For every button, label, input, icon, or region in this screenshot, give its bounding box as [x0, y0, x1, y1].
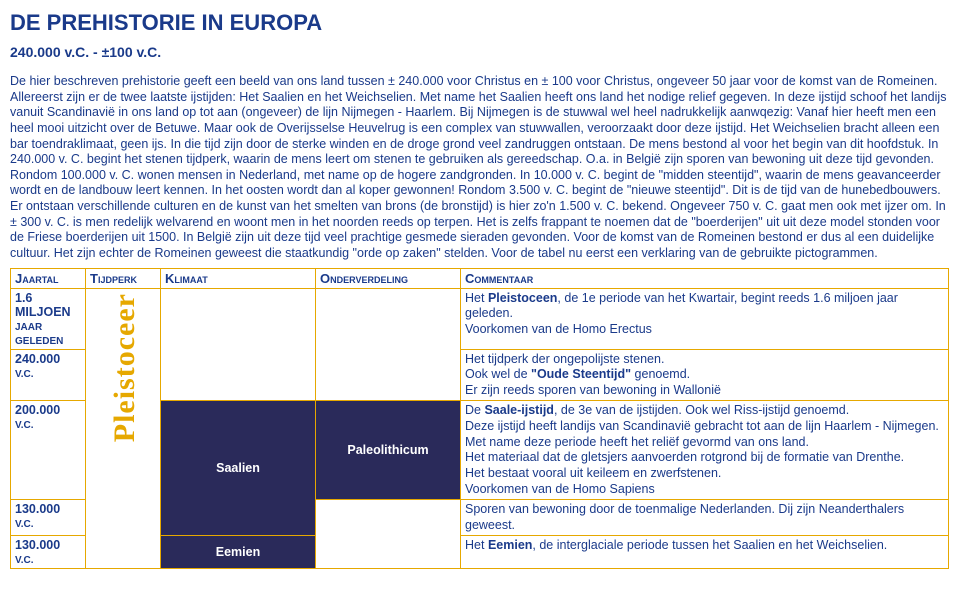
timeline-table: Jaartal Tijdperk Klimaat Onderverdeling … [10, 268, 949, 570]
comm-cell: Het Eemien, de interglaciale periode tus… [461, 536, 949, 569]
comm-cell: Sporen van bewoning door de toenmalige N… [461, 500, 949, 536]
comm-cell: Het tijdperk der ongepolijste stenen.Ook… [461, 349, 949, 401]
jaartal-cell: 130.000 V.C. [11, 536, 86, 569]
jaartal-cell: 200.000 V.C. [11, 401, 86, 500]
comm-cell: Het Pleistoceen, de 1e periode van het K… [461, 288, 949, 349]
klimaat-empty [161, 288, 316, 401]
th-onderverdeling: Onderverdeling [316, 268, 461, 288]
th-tijdperk: Tijdperk [86, 268, 161, 288]
jaartal-cell: 1.6 MILJOEN JAAR GELEDEN [11, 288, 86, 349]
klimaat-eemien: Eemien [161, 536, 316, 569]
tijdperk-cell: Pleistoceer [86, 288, 161, 569]
th-klimaat: Klimaat [161, 268, 316, 288]
th-jaartal: Jaartal [11, 268, 86, 288]
comm-cell: De Saale-ijstijd, de 3e van de ijstijden… [461, 401, 949, 500]
page-title: DE PREHISTORIE IN EUROPA [10, 10, 949, 36]
klimaat-saalien: Saalien [161, 401, 316, 536]
table-header-row: Jaartal Tijdperk Klimaat Onderverdeling … [11, 268, 949, 288]
onder-empty [316, 500, 461, 569]
intro-paragraph: De hier beschreven prehistorie geeft een… [10, 74, 949, 262]
th-commentaar: Commentaar [461, 268, 949, 288]
onder-empty [316, 288, 461, 401]
tijdperk-label: Pleistoceer [108, 293, 142, 442]
page-subtitle: 240.000 v.C. - ±100 v.C. [10, 44, 949, 60]
onder-paleolithicum: Paleolithicum [316, 401, 461, 500]
jaartal-cell: 130.000 V.C. [11, 500, 86, 536]
jaartal-cell: 240.000 V.C. [11, 349, 86, 401]
table-row: 1.6 MILJOEN JAAR GELEDEN Pleistoceer Het… [11, 288, 949, 349]
